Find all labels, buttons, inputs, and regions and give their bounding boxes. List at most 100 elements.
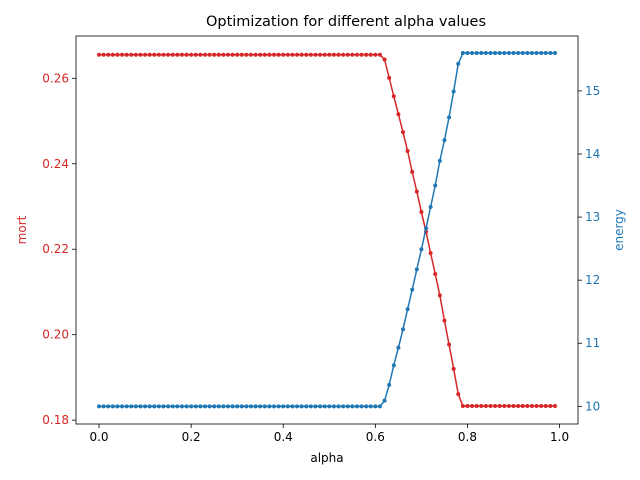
data-point-mort [106,52,111,57]
data-point-energy [129,404,134,409]
data-point-mort [138,52,143,57]
x-tick-label: 0.6 [366,430,385,444]
data-point-energy [262,404,267,409]
data-point-energy [506,51,511,56]
data-point-mort [216,52,221,57]
data-point-energy [488,51,493,56]
y-axis-left-label: mort [15,215,29,244]
data-point-mort [198,52,203,57]
y-axis-right-label: energy [612,209,626,251]
data-point-mort [341,52,346,57]
data-point-mort [456,392,461,397]
data-point-mort [115,52,120,57]
data-point-energy [152,404,157,409]
data-point-mort [249,52,254,57]
data-point-energy [318,404,323,409]
data-point-energy [179,404,184,409]
data-point-energy [170,404,175,409]
data-point-mort [410,169,415,174]
data-point-mort [304,52,309,57]
data-point-mort [465,404,470,409]
data-point-energy [175,404,180,409]
data-point-energy [493,51,498,56]
data-point-mort [221,52,226,57]
data-point-mort [179,52,184,57]
data-point-mort [262,52,267,57]
data-point-energy [373,404,378,409]
data-point-energy [276,404,281,409]
y-left-tick-label: 0.18 [42,413,69,427]
data-point-mort [230,52,235,57]
data-point-mort [147,52,152,57]
x-tick-label: 0.8 [458,430,477,444]
data-point-mort [253,52,258,57]
x-tick-label: 0.0 [89,430,108,444]
data-point-energy [405,307,410,312]
data-point-mort [359,52,364,57]
data-point-energy [428,204,433,209]
data-point-energy [124,404,129,409]
data-point-mort [267,52,272,57]
data-point-energy [166,404,171,409]
x-axis-label: alpha [310,451,343,465]
data-point-energy [230,404,235,409]
data-point-energy [520,51,525,56]
chart-title: Optimization for different alpha values [206,14,486,30]
data-point-energy [470,51,475,56]
data-point-mort [133,52,138,57]
data-point-energy [529,51,534,56]
data-point-mort [345,52,350,57]
data-point-mort [308,52,313,57]
data-point-energy [543,51,548,56]
data-point-energy [221,404,226,409]
data-point-energy [539,51,544,56]
data-point-mort [327,52,332,57]
data-point-mort [129,52,134,57]
data-point-mort [488,404,493,409]
x-tick-label: 1.0 [550,430,569,444]
data-point-energy [193,404,198,409]
data-point-mort [156,52,161,57]
data-point-energy [239,404,244,409]
data-point-energy [336,404,341,409]
y-left-tick-label: 0.20 [42,328,69,342]
y-right-tick-label: 11 [585,336,600,350]
data-point-energy [184,404,189,409]
data-point-energy [460,51,465,56]
data-point-mort [529,404,534,409]
data-point-energy [304,404,309,409]
data-point-mort [442,318,447,323]
data-point-mort [322,52,327,57]
y-axis-left: 0.18 0.20 0.22 0.24 0.26 [42,71,76,427]
data-point-mort [525,404,530,409]
data-point-mort [373,52,378,57]
data-point-mort [120,52,125,57]
data-point-energy [189,404,194,409]
data-point-mort [428,251,433,256]
data-point-energy [396,345,401,350]
data-point-mort [295,52,300,57]
data-point-energy [410,287,415,292]
data-point-energy [451,89,456,94]
x-axis: 0.0 0.2 0.4 0.6 0.8 1.0 [89,424,569,444]
data-point-energy [156,404,161,409]
data-point-energy [235,404,240,409]
data-point-energy [341,404,346,409]
data-point-mort [299,52,304,57]
data-point-energy [147,404,152,409]
data-point-mort [396,112,401,117]
data-point-energy [525,51,530,56]
data-point-mort [276,52,281,57]
series-mort [97,52,557,409]
data-point-energy [516,51,521,56]
data-point-energy [359,404,364,409]
y-left-tick-label: 0.24 [42,157,69,171]
data-point-energy [437,158,442,163]
data-point-mort [548,404,553,409]
data-point-mort [460,404,465,409]
data-point-mort [101,52,106,57]
data-point-energy [456,61,461,66]
data-point-energy [143,404,148,409]
data-point-mort [502,404,507,409]
data-point-energy [474,51,479,56]
